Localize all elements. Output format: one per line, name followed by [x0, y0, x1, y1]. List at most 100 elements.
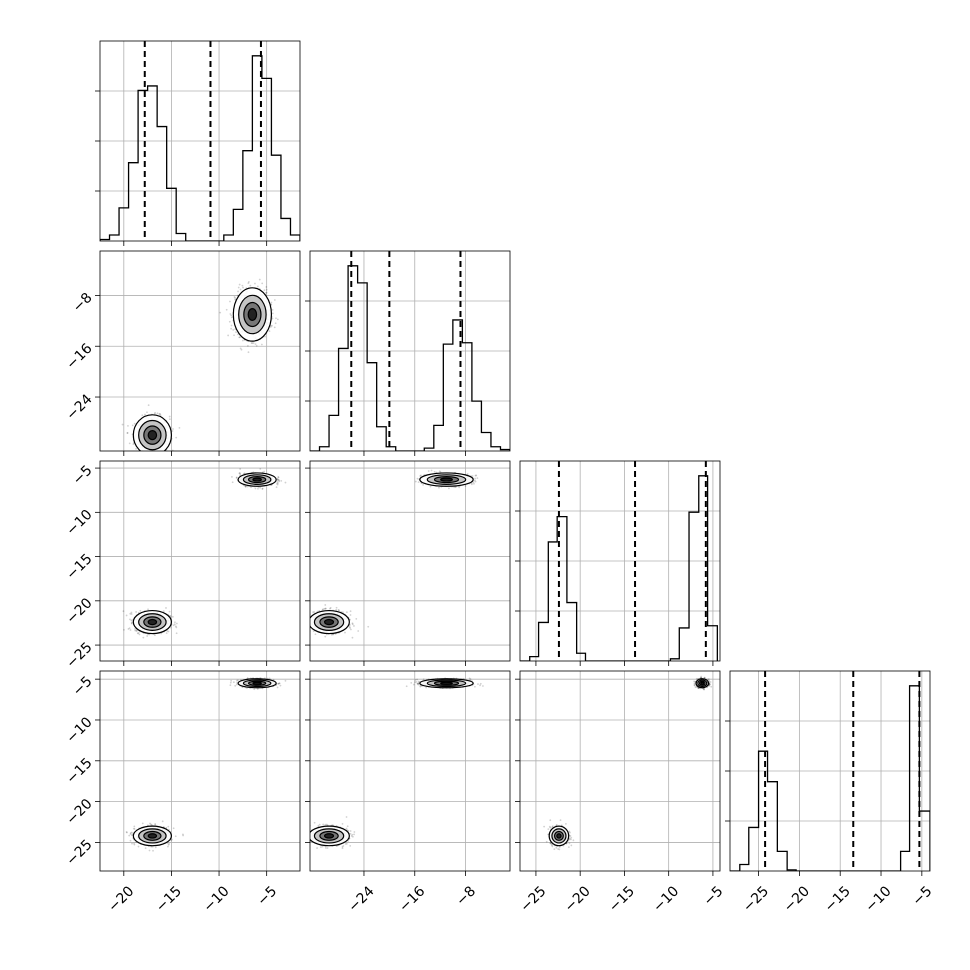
sample-point: [337, 608, 340, 611]
sample-point: [134, 627, 136, 630]
sample-point: [277, 476, 280, 479]
sample-point: [175, 452, 177, 454]
sample-point: [129, 833, 132, 835]
sample-point: [133, 828, 136, 830]
sample-point: [225, 308, 228, 311]
sample-point: [129, 629, 132, 631]
sample-point: [312, 611, 314, 614]
sample-point: [148, 458, 150, 460]
sample-point: [131, 621, 134, 624]
sample-point: [130, 611, 133, 614]
sample-point: [160, 632, 163, 635]
sample-point: [259, 467, 262, 470]
sample-point: [348, 626, 351, 628]
sample-point: [146, 411, 148, 414]
panel-3-0: −5−10−15−20−25−20 −15 −10 −5: [63, 670, 301, 916]
panel-2-0: −5−10−15−20−25: [63, 460, 301, 672]
sample-point: [231, 476, 233, 478]
sample-point: [126, 432, 129, 434]
panel-0-0: [95, 40, 301, 246]
density-contour: [252, 477, 262, 482]
panel-plot-area: [303, 461, 510, 661]
sample-point: [149, 458, 151, 460]
sample-point: [454, 486, 456, 488]
sample-point: [143, 465, 145, 467]
panel-plot-area: [100, 41, 300, 241]
sample-point: [233, 334, 235, 337]
sample-point: [324, 607, 327, 610]
sample-point: [349, 627, 351, 629]
sample-point: [152, 456, 154, 458]
sample-point: [137, 632, 140, 634]
sample-point: [308, 615, 310, 617]
sample-point: [227, 334, 230, 337]
sample-point: [473, 479, 476, 482]
sample-point: [276, 481, 279, 483]
sample-point: [276, 482, 278, 485]
sample-point: [171, 838, 173, 841]
sample-point: [143, 455, 145, 457]
sample-point: [239, 473, 242, 475]
sample-point: [312, 630, 315, 633]
sample-point: [474, 480, 477, 483]
sample-point: [154, 411, 156, 414]
sample-point: [128, 442, 131, 445]
sample-point: [246, 485, 249, 488]
sample-point: [250, 342, 253, 344]
y-tick-label: −8: [70, 290, 96, 316]
sample-point: [324, 604, 327, 606]
sample-point: [417, 481, 420, 484]
sample-point: [133, 422, 136, 425]
sample-point: [174, 625, 177, 628]
panel-frame: [99, 250, 301, 452]
sample-point: [241, 284, 244, 287]
sample-point: [135, 447, 137, 450]
sample-point: [175, 632, 178, 635]
sample-point: [247, 282, 250, 284]
sample-point: [430, 469, 433, 472]
sample-point: [235, 331, 237, 334]
panel-plot-area: [100, 251, 300, 467]
sample-point: [303, 627, 305, 629]
sample-point: [167, 825, 170, 828]
sample-point: [265, 292, 267, 294]
sample-point: [136, 632, 139, 635]
sample-point: [168, 842, 171, 845]
sample-point: [238, 336, 241, 339]
sample-point: [237, 286, 240, 289]
density-contour: [147, 618, 158, 626]
sample-point: [261, 488, 264, 490]
sample-point: [349, 614, 352, 616]
sample-point: [276, 478, 279, 481]
sample-point: [474, 477, 477, 480]
sample-point: [154, 823, 157, 826]
sample-point: [470, 483, 473, 486]
sample-point: [143, 454, 145, 456]
sample-point: [247, 281, 250, 283]
panel-plot-area: [520, 461, 720, 661]
sample-point: [254, 487, 257, 490]
panel-1-0: −8−16−24: [63, 250, 301, 467]
sample-point: [278, 479, 281, 482]
sample-point: [335, 606, 338, 609]
histogram-step: [310, 265, 510, 451]
sample-point: [420, 474, 422, 477]
sample-point: [261, 487, 264, 490]
sample-point: [147, 608, 149, 611]
sample-point: [234, 297, 237, 299]
sample-point: [238, 283, 241, 286]
sample-point: [129, 839, 132, 842]
sample-point: [254, 282, 256, 285]
sample-point: [165, 607, 167, 609]
sample-point: [123, 628, 125, 631]
sample-point: [247, 351, 250, 354]
sample-point: [134, 629, 137, 632]
sample-point: [149, 451, 151, 453]
sample-point: [313, 611, 316, 613]
y-tick-label: −10: [63, 507, 95, 539]
sample-point: [235, 476, 238, 479]
sample-point: [168, 610, 171, 613]
sample-point: [126, 432, 129, 434]
sample-point: [125, 614, 128, 617]
sample-point: [306, 631, 308, 633]
